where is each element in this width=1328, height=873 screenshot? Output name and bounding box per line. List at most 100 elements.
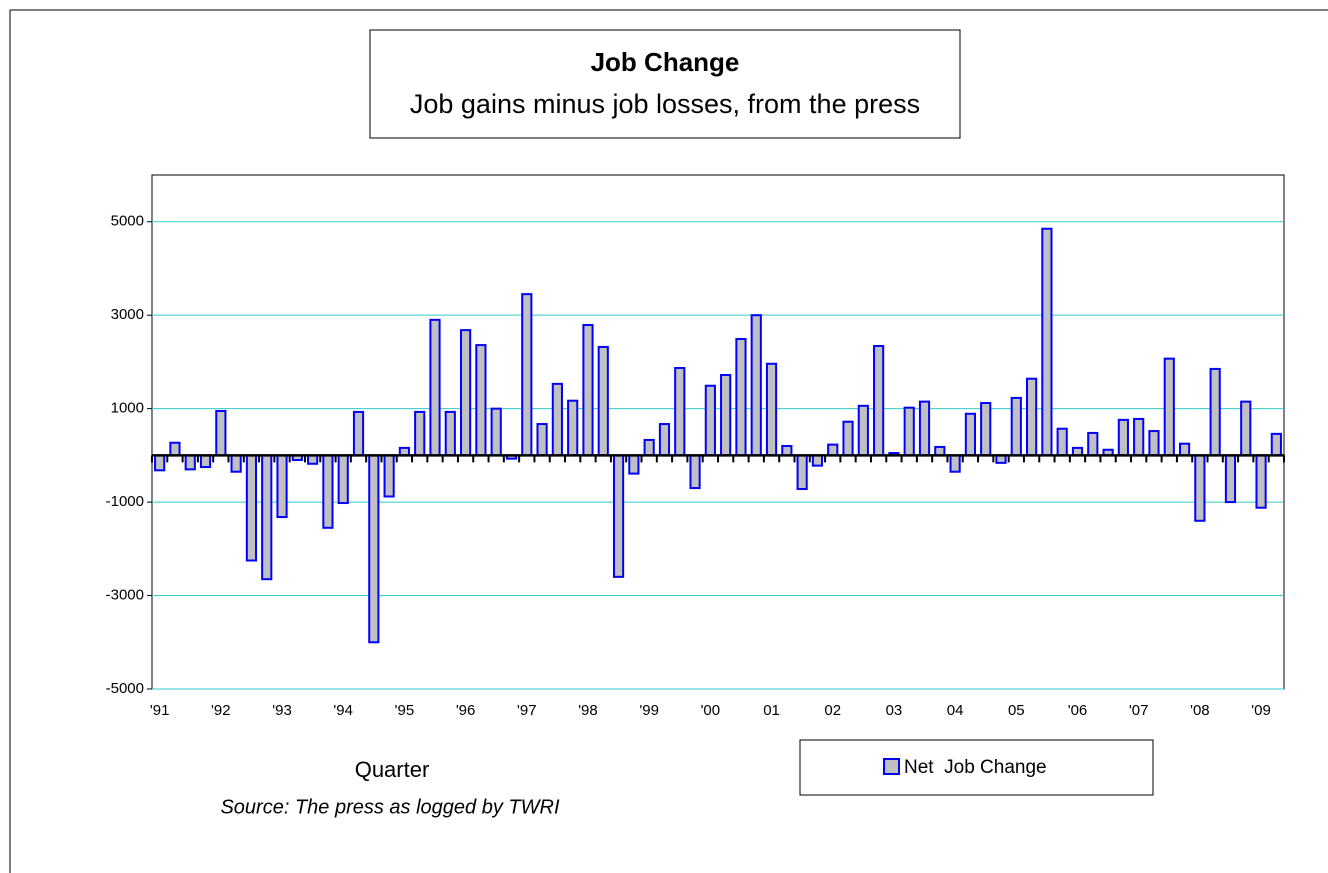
bar [245, 454, 258, 562]
bar [796, 454, 808, 491]
bar [199, 454, 212, 469]
bar [597, 345, 609, 457]
x-tick-label: '92 [211, 702, 231, 719]
bar [1224, 454, 1237, 504]
bar [1240, 400, 1252, 457]
title-box [369, 29, 961, 139]
bar [1010, 396, 1022, 457]
bar [1133, 417, 1145, 457]
bar [551, 382, 563, 457]
bar [689, 454, 701, 490]
x-tick-label: 03 [886, 702, 903, 719]
x-tick-label: '96 [456, 702, 476, 719]
bar [536, 423, 548, 457]
x-tick-label: 05 [1008, 702, 1025, 719]
legend-swatch [883, 758, 900, 775]
bar [337, 454, 349, 505]
y-tick-label: 3000 [111, 306, 144, 323]
bar [383, 454, 395, 498]
bar [490, 407, 502, 457]
x-tick-label: '00 [701, 702, 721, 719]
bar [1178, 442, 1191, 457]
bar [154, 454, 166, 472]
bar [765, 362, 778, 457]
bar [582, 323, 594, 457]
bar [658, 423, 671, 457]
bar [735, 338, 747, 457]
chart-title: Job Change [591, 47, 740, 77]
bar [1117, 418, 1129, 457]
bar [811, 454, 824, 467]
bar [750, 314, 762, 457]
y-tick-label: -3000 [106, 587, 144, 604]
x-tick-label: 04 [947, 702, 964, 719]
bar [674, 366, 686, 457]
bar [980, 402, 992, 457]
bar [215, 409, 227, 457]
bar [643, 438, 655, 457]
bar [567, 399, 579, 457]
bar [1148, 430, 1160, 457]
bar [184, 454, 196, 471]
bar [1209, 367, 1221, 457]
bar [352, 410, 365, 457]
bar [781, 445, 793, 457]
source-note: Source: The press as logged by TWRI [220, 796, 559, 818]
x-tick-label: '94 [333, 702, 353, 719]
x-tick-label: 01 [763, 702, 780, 719]
legend-label: Net Job Change [904, 757, 1047, 778]
chart-subtitle: Job gains minus job losses, from the pre… [410, 89, 920, 119]
bar [475, 344, 487, 457]
bar [857, 404, 869, 457]
bar [964, 412, 976, 457]
bar [873, 345, 885, 457]
bar [1255, 454, 1267, 509]
y-tick-label: 1000 [111, 400, 144, 417]
x-tick-label: '99 [639, 702, 659, 719]
bar [628, 454, 640, 475]
bar [612, 454, 625, 578]
bar [261, 454, 273, 581]
bar [307, 454, 319, 465]
x-tick-label: '97 [517, 702, 537, 719]
bar [460, 329, 472, 457]
bar [720, 373, 732, 457]
bar [1194, 454, 1206, 522]
bar [1163, 357, 1175, 457]
bar [521, 293, 533, 457]
bar [949, 454, 961, 473]
y-tick-label: -5000 [106, 680, 144, 697]
x-tick-label: '07 [1129, 702, 1149, 719]
x-tick-label: '91 [150, 702, 170, 719]
bar [414, 410, 426, 457]
plot-area [151, 174, 1285, 690]
y-tick-label: 5000 [111, 213, 144, 230]
legend [799, 739, 1154, 796]
x-tick-label: '93 [272, 702, 292, 719]
bar [1270, 432, 1282, 457]
y-tick-label: -1000 [106, 493, 144, 510]
bar [230, 454, 242, 473]
bar [903, 406, 915, 457]
bar [444, 410, 456, 457]
bar [934, 445, 946, 457]
x-tick-label: '08 [1190, 702, 1210, 719]
bar [1056, 427, 1068, 457]
bar [169, 441, 181, 457]
bar [322, 454, 334, 529]
x-axis-label: Quarter [355, 757, 430, 782]
bar [368, 454, 380, 644]
bar [1087, 431, 1099, 457]
x-tick-label: '09 [1251, 702, 1271, 719]
x-tick-label: 02 [824, 702, 841, 719]
bar [704, 384, 716, 457]
bar [1041, 227, 1053, 457]
bar [842, 420, 854, 457]
x-tick-label: '06 [1068, 702, 1088, 719]
bar [918, 400, 931, 457]
bar [276, 454, 288, 519]
bar [429, 318, 441, 457]
x-tick-label: '95 [395, 702, 415, 719]
bar [1026, 377, 1038, 457]
